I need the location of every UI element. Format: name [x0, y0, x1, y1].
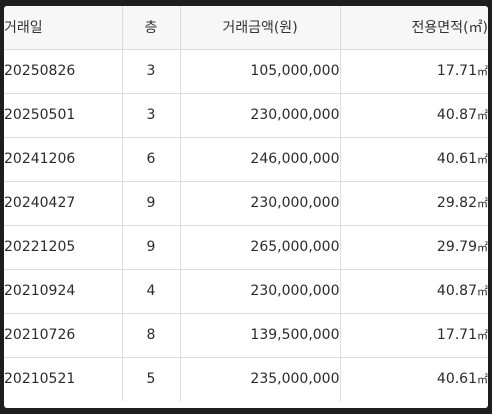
table-row: 20210726 8 139,500,000 17.71㎡	[4, 312, 488, 358]
area-value: 17.71	[436, 327, 477, 343]
area-value: 40.61	[436, 151, 477, 167]
header-deal-price: 거래금액(원)	[179, 6, 341, 50]
cell-date: 20241206	[4, 136, 123, 182]
cell-price: 246,000,000	[179, 136, 341, 182]
cell-area: 17.71㎡	[339, 48, 488, 94]
table-row: 20250826 3 105,000,000 17.71㎡	[4, 48, 488, 94]
area-value: 40.61	[436, 371, 477, 388]
area-unit: ㎡	[477, 197, 488, 210]
header-deal-date: 거래일	[4, 6, 123, 50]
cell-date: 20210726	[4, 312, 123, 358]
cell-price: 265,000,000	[179, 224, 341, 270]
table-row: 20210924 4 230,000,000 40.87㎡	[4, 268, 488, 314]
area-unit: ㎡	[477, 373, 488, 387]
header-exclusive-area: 전용면적(㎡)	[339, 6, 488, 50]
area-unit: ㎡	[477, 329, 488, 342]
cell-date: 20210521	[4, 356, 123, 401]
area-unit: ㎡	[477, 65, 488, 78]
area-value: 17.71	[436, 63, 477, 79]
table-row: 20210521 5 235,000,000 40.61㎡	[4, 356, 488, 401]
cell-area: 40.87㎡	[339, 92, 488, 138]
area-unit: ㎡	[477, 285, 488, 298]
cell-area: 40.61㎡	[339, 136, 488, 182]
cell-date: 20210924	[4, 268, 123, 314]
table-row: 20241206 6 246,000,000 40.61㎡	[4, 136, 488, 182]
cell-floor: 6	[121, 136, 181, 182]
cell-price: 230,000,000	[179, 268, 341, 314]
cell-floor: 3	[121, 92, 181, 138]
header-floor: 층	[121, 6, 181, 50]
cell-area: 40.87㎡	[339, 268, 488, 314]
cell-floor: 9	[121, 180, 181, 226]
cell-floor: 5	[121, 356, 181, 401]
table-header-row: 거래일 층 거래금액(원) 전용면적(㎡)	[4, 6, 488, 50]
area-value: 40.87	[436, 107, 477, 123]
table-row: 20221205 9 265,000,000 29.79㎡	[4, 224, 488, 270]
cell-area: 29.82㎡	[339, 180, 488, 226]
table-row: 20250501 3 230,000,000 40.87㎡	[4, 92, 488, 138]
area-value: 29.82	[436, 195, 477, 211]
cell-date: 20250826	[4, 48, 123, 94]
cell-area: 40.61㎡	[339, 356, 488, 401]
cell-price: 139,500,000	[179, 312, 341, 358]
area-unit: ㎡	[477, 241, 488, 254]
cell-date: 20221205	[4, 224, 123, 270]
transaction-table-panel: 거래일 층 거래금액(원) 전용면적(㎡) 20250826 3 105,000…	[4, 6, 488, 408]
cell-price: 235,000,000	[179, 356, 341, 401]
cell-area: 17.71㎡	[339, 312, 488, 358]
area-value: 40.87	[436, 283, 477, 299]
cell-floor: 9	[121, 224, 181, 270]
table-row: 20240427 9 230,000,000 29.82㎡	[4, 180, 488, 226]
cell-area: 29.79㎡	[339, 224, 488, 270]
cell-date: 20240427	[4, 180, 123, 226]
cell-floor: 3	[121, 48, 181, 94]
cell-floor: 8	[121, 312, 181, 358]
cell-date: 20250501	[4, 92, 123, 138]
area-value: 29.79	[436, 239, 477, 255]
cell-price: 230,000,000	[179, 92, 341, 138]
area-unit: ㎡	[477, 153, 488, 166]
transaction-table: 거래일 층 거래금액(원) 전용면적(㎡) 20250826 3 105,000…	[4, 6, 488, 401]
area-unit: ㎡	[477, 109, 488, 122]
cell-floor: 4	[121, 268, 181, 314]
cell-price: 230,000,000	[179, 180, 341, 226]
cell-price: 105,000,000	[179, 48, 341, 94]
